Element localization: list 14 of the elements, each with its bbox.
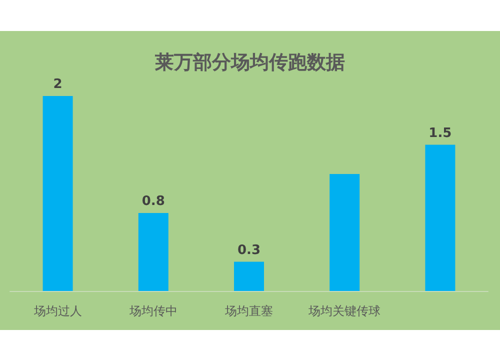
x-tick-label: 场均直塞 [224,304,273,318]
chart-title: 莱万部分场均传跑数据 [154,52,345,74]
bar [234,262,264,291]
x-tick-label: 场均传中 [128,304,178,318]
data-label: 0.3 [237,242,261,258]
data-label: 0.8 [142,194,165,209]
data-label: 2 [53,77,62,92]
data-label: 1.5 [428,126,452,141]
bar [42,96,73,291]
bar [330,174,360,291]
bar [138,213,168,291]
bar [425,144,456,291]
x-tick-label: 场均过人 [32,304,82,318]
x-tick-label: 场均关键传球 [308,304,381,318]
